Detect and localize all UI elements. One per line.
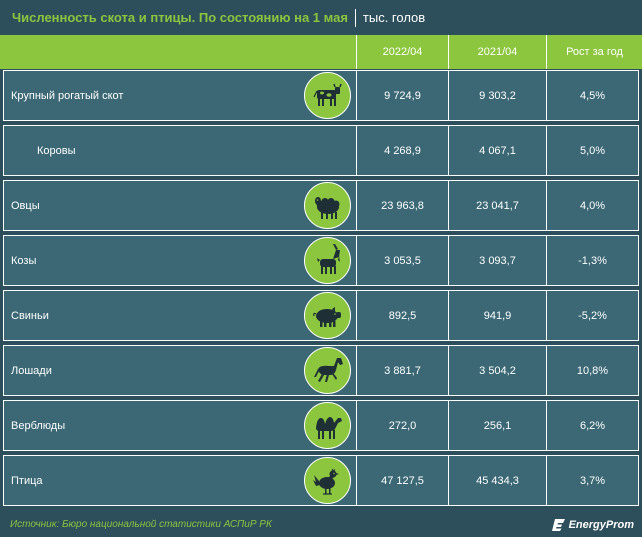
column-divider <box>448 401 449 450</box>
column-divider <box>356 126 357 175</box>
row-name: Козы <box>11 254 37 267</box>
column-divider <box>448 291 449 340</box>
column-divider <box>448 71 449 120</box>
value-2022: 3 881,7 <box>384 364 421 377</box>
value-growth: -5,2% <box>578 309 607 322</box>
cow-icon <box>304 72 351 119</box>
column-divider <box>448 456 449 505</box>
column-divider <box>546 126 547 175</box>
value-2022: 9 724,9 <box>384 89 421 102</box>
column-divider <box>546 401 547 450</box>
table-row: Овцы 23 963,8 23 041,7 4,0% <box>3 180 639 231</box>
footer: Источник: Бюро национальной статистики А… <box>0 512 642 537</box>
header-2021: 2021/04 <box>477 46 518 58</box>
value-2021: 23 041,7 <box>476 199 519 212</box>
column-divider <box>546 456 547 505</box>
goat-icon <box>304 237 351 284</box>
camel-icon <box>304 402 351 449</box>
column-divider <box>448 236 449 285</box>
value-growth: 6,2% <box>579 419 606 432</box>
table-row: Верблюды 272,0 256,1 6,2% <box>3 400 639 451</box>
value-2022: 4 268,9 <box>384 144 421 157</box>
value-2022: 272,0 <box>388 419 417 432</box>
value-growth: 5,0% <box>579 144 606 157</box>
header-divider <box>356 35 357 69</box>
column-divider <box>356 236 357 285</box>
table-row: Козы 3 053,5 3 093,7 -1,3% <box>3 235 639 286</box>
value-2021: 45 434,3 <box>476 474 519 487</box>
column-divider <box>546 181 547 230</box>
table-row: Коровы 4 268,9 4 067,1 5,0% <box>3 125 639 176</box>
title-main: Численность скота и птицы. По состоянию … <box>12 10 348 25</box>
value-growth: 3,7% <box>579 474 606 487</box>
row-name: Крупный рогатый скот <box>11 89 124 102</box>
value-growth: 4,5% <box>579 89 606 102</box>
column-divider <box>448 126 449 175</box>
value-growth: -1,3% <box>578 254 607 267</box>
row-name: Коровы <box>37 144 76 157</box>
header-2022: 2022/04 <box>382 46 423 58</box>
pig-icon <box>304 292 351 339</box>
header-growth: Рост за год <box>566 46 623 58</box>
table-row: Свиньи 892,5 941,9 -5,2% <box>3 290 639 341</box>
sheep-icon <box>304 182 351 229</box>
header-divider <box>448 35 449 69</box>
value-2021: 9 303,2 <box>479 89 516 102</box>
table-row: Лошади 3 881,7 3 504,2 10,8% <box>3 345 639 396</box>
column-divider <box>546 71 547 120</box>
row-name: Свиньи <box>11 309 49 322</box>
value-2022: 892,5 <box>388 309 417 322</box>
value-2022: 23 963,8 <box>381 199 424 212</box>
table-header: 2022/04 2021/04 Рост за год <box>0 35 642 69</box>
energyprom-logo: EnergyProm <box>551 518 634 532</box>
value-2021: 3 504,2 <box>479 364 516 377</box>
column-divider <box>356 181 357 230</box>
value-growth: 4,0% <box>579 199 606 212</box>
column-divider <box>356 401 357 450</box>
column-divider <box>356 456 357 505</box>
table-row: Птица 47 127,5 45 434,3 3,7% <box>3 455 639 506</box>
value-2021: 941,9 <box>483 309 512 322</box>
table-row: Крупный рогатый скот 9 724,9 9 303,2 4,5% <box>3 70 639 121</box>
source-note: Источник: Бюро национальной статистики А… <box>10 519 272 530</box>
column-divider <box>546 236 547 285</box>
header-divider <box>546 35 547 69</box>
row-name: Верблюды <box>11 419 66 432</box>
column-divider <box>448 346 449 395</box>
logo-icon <box>551 518 565 531</box>
row-name: Птица <box>11 474 43 487</box>
row-name: Овцы <box>11 199 40 212</box>
title-divider <box>354 8 356 27</box>
value-2021: 256,1 <box>483 419 512 432</box>
value-2022: 3 053,5 <box>384 254 421 267</box>
chart-title: Численность скота и птицы. По состоянию … <box>0 0 642 35</box>
value-2021: 4 067,1 <box>479 144 516 157</box>
horse-icon <box>304 347 351 394</box>
logo-text: EnergyProm <box>568 518 634 531</box>
column-divider <box>546 291 547 340</box>
column-divider <box>546 346 547 395</box>
column-divider <box>356 346 357 395</box>
column-divider <box>356 71 357 120</box>
value-2022: 47 127,5 <box>381 474 424 487</box>
column-divider <box>448 181 449 230</box>
column-divider <box>356 291 357 340</box>
row-name: Лошади <box>11 364 52 377</box>
title-unit: тыс. голов <box>362 10 426 25</box>
value-2021: 3 093,7 <box>479 254 516 267</box>
chicken-icon <box>304 457 351 504</box>
value-growth: 10,8% <box>576 364 609 377</box>
